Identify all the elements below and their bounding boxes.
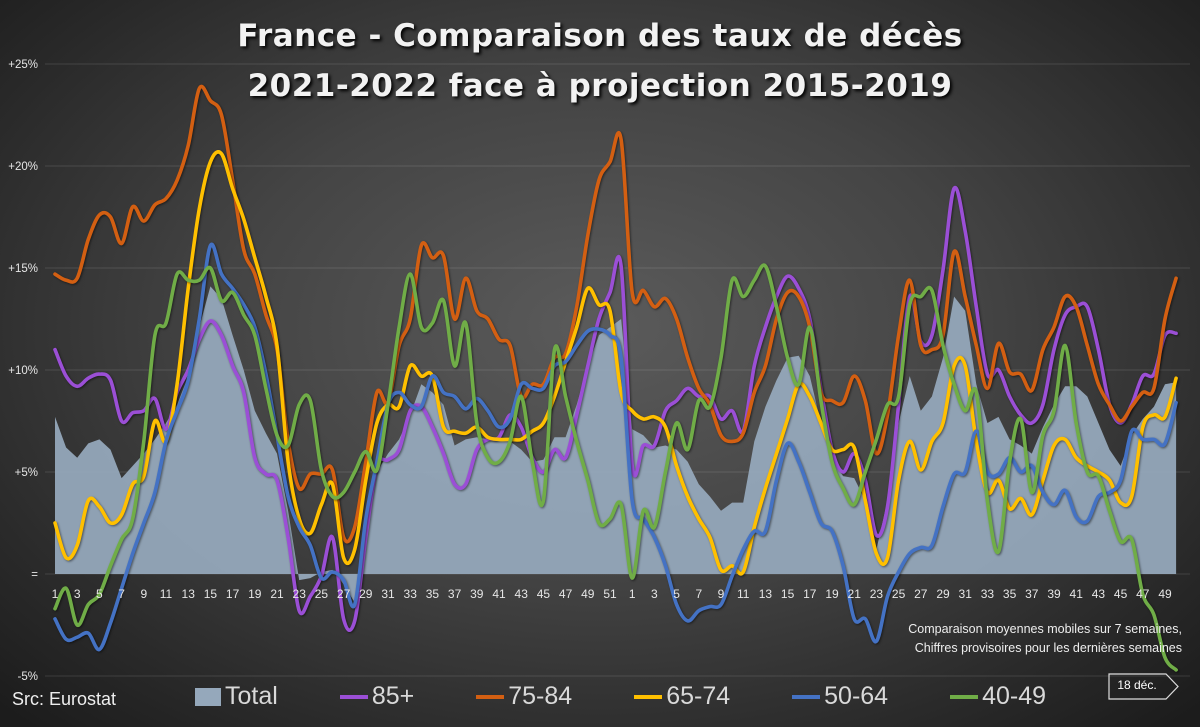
- x-tick-label: 9: [140, 587, 147, 601]
- x-tick-label: 45: [537, 587, 551, 601]
- x-tick-label: 13: [759, 587, 773, 601]
- series-line-75-84: [53, 84, 1178, 544]
- legend-item-50-64: 50-64: [792, 682, 888, 711]
- x-tick-label: 15: [204, 587, 218, 601]
- x-tick-label: 35: [426, 587, 440, 601]
- legend-label-50-64: 50-64: [824, 682, 889, 710]
- legend-label-85plus: 85+: [371, 682, 415, 710]
- x-tick-label: 21: [848, 587, 862, 601]
- legend-item-75-84: 75-84: [476, 682, 572, 711]
- x-tick-label: 27: [337, 587, 351, 601]
- date-badge-label: 18 déc.: [1117, 678, 1157, 692]
- legend-swatch-total: [195, 687, 221, 706]
- x-tick-label: 47: [1136, 587, 1150, 601]
- x-tick-label: 37: [1025, 587, 1039, 601]
- legend-swatch-75-84: [476, 694, 505, 699]
- y-tick-label: +25%: [8, 59, 38, 71]
- legend-label-75-84: 75-84: [508, 682, 573, 710]
- legend-label-total: Total: [225, 682, 278, 710]
- y-tick-label: =: [31, 569, 38, 581]
- date-badge: 18 déc.: [1108, 673, 1179, 700]
- x-tick-label: 41: [1070, 587, 1084, 601]
- x-tick-label: 23: [870, 587, 884, 601]
- x-tick-label: 19: [825, 587, 839, 601]
- x-tick-label: 5: [96, 587, 103, 601]
- x-tick-label: 49: [1158, 587, 1172, 601]
- legend-swatch-65-74: [634, 694, 663, 699]
- legend-label-65-74: 65-74: [666, 682, 731, 710]
- x-tick-label: 49: [581, 587, 595, 601]
- series-line-50-64: [53, 242, 1178, 652]
- x-tick-label: 39: [1047, 587, 1061, 601]
- legend-item-85plus: 85+: [339, 682, 415, 711]
- legend-swatch-50-64: [792, 694, 821, 699]
- y-tick-label: +15%: [8, 263, 38, 275]
- legend-item-total: Total: [195, 682, 278, 711]
- x-tick-label: 45: [1114, 587, 1128, 601]
- legend-item-40-49: 40-49: [950, 682, 1046, 711]
- x-tick-label: 1: [629, 587, 636, 601]
- x-tick-label: 43: [1092, 587, 1106, 601]
- x-tick-label: 41: [492, 587, 506, 601]
- y-tick-label: +5%: [15, 467, 38, 479]
- x-tick-label: 11: [160, 587, 173, 601]
- chart-title-line-1: France - Comparaison des taux de décès: [237, 18, 963, 54]
- x-tick-label: 23: [293, 587, 307, 601]
- x-tick-label: 13: [182, 587, 196, 601]
- x-tick-label: 35: [1003, 587, 1017, 601]
- chart-title-line-2: 2021-2022 face à projection 2015-2019: [247, 68, 953, 104]
- x-tick-label: 3: [651, 587, 658, 601]
- x-tick-label: 43: [515, 587, 529, 601]
- x-tick-label: 11: [737, 587, 750, 601]
- x-tick-label: 7: [118, 587, 125, 601]
- note-line-1: Comparaison moyennes mobiles sur 7 semai…: [908, 622, 1182, 636]
- x-tick-label: 29: [359, 587, 373, 601]
- x-tick-label: 25: [892, 587, 906, 601]
- legend-swatch-40-49: [950, 694, 979, 699]
- series-line-85plus: [53, 185, 1178, 633]
- x-tick-label: 21: [270, 587, 284, 601]
- x-tick-label: 3: [74, 587, 81, 601]
- x-tick-label: 31: [959, 587, 973, 601]
- x-tick-label: 47: [559, 587, 573, 601]
- x-tick-label: 19: [248, 587, 262, 601]
- x-tick-label: 1: [52, 587, 59, 601]
- x-tick-label: 17: [226, 587, 240, 601]
- y-tick-label: +10%: [8, 365, 38, 377]
- series-line-40-49: [53, 263, 1178, 672]
- y-tick-label: -5%: [18, 671, 38, 683]
- x-tick-label: 29: [936, 587, 950, 601]
- x-tick-label: 37: [448, 587, 462, 601]
- legend-item-65-74: 65-74: [634, 682, 730, 711]
- x-tick-label: 25: [315, 587, 329, 601]
- x-tick-label: 51: [603, 587, 617, 601]
- chart-note: Comparaison moyennes mobiles sur 7 semai…: [908, 620, 1182, 658]
- y-tick-label: +20%: [8, 161, 38, 173]
- x-tick-label: 7: [695, 587, 702, 601]
- x-tick-label: 17: [803, 587, 817, 601]
- series-area-total: [55, 286, 1177, 603]
- legend: Total 85+ 75-84 65-74 50-64 40-49: [195, 682, 1108, 711]
- x-tick-label: 27: [914, 587, 928, 601]
- x-tick-label: 5: [673, 587, 680, 601]
- x-tick-label: 9: [718, 587, 725, 601]
- source-label: Src: Eurostat: [12, 689, 117, 709]
- arrow-badge-icon: [1108, 673, 1179, 700]
- x-tick-label: 33: [404, 587, 418, 601]
- legend-label-40-49: 40-49: [982, 682, 1047, 710]
- x-tick-label: 15: [781, 587, 795, 601]
- x-tick-label: 31: [381, 587, 395, 601]
- legend-swatch-85plus: [339, 694, 368, 699]
- x-tick-label: 33: [981, 587, 995, 601]
- x-tick-label: 39: [470, 587, 484, 601]
- note-line-2: Chiffres provisoires pour les dernières …: [914, 641, 1182, 655]
